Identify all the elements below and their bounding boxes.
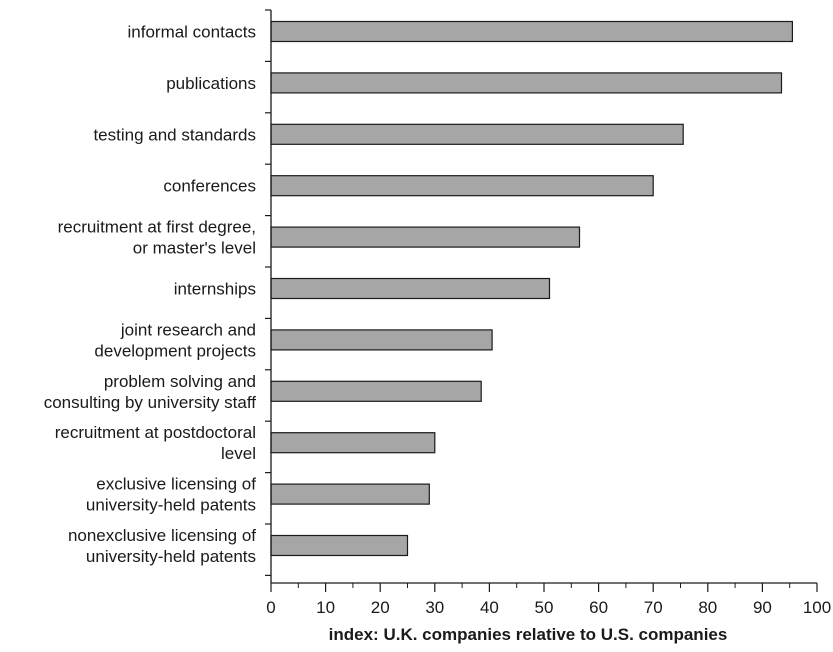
category-label-line: testing and standards (93, 125, 256, 144)
category-label-line: consulting by university staff (44, 393, 257, 412)
category-label-line: recruitment at first degree, (58, 218, 256, 237)
category-label: conferences (163, 177, 256, 196)
category-label: testing and standards (93, 125, 256, 144)
category-label-line: internships (174, 280, 256, 299)
x-axis: 0 10 20 30 40 50 60 70 80 90 100 (266, 582, 831, 617)
x-tick-label: 90 (753, 598, 772, 617)
bar (270, 483, 430, 505)
x-tick-label: 40 (480, 598, 499, 617)
category-label: internships (174, 280, 256, 299)
category-label: joint research and development projects (94, 320, 256, 360)
category-label: publications (166, 74, 256, 93)
bar (270, 534, 409, 557)
x-tick-label: 30 (425, 598, 444, 617)
category-label-line: problem solving and (104, 372, 256, 391)
category-label: recruitment at postdoctoral level (55, 423, 256, 463)
bar (270, 226, 581, 248)
x-axis-title: index: U.K. companies relative to U.S. c… (329, 625, 728, 644)
category-label: exclusive licensing of university-held pa… (86, 475, 256, 515)
bar (270, 175, 654, 197)
x-tick-label: 80 (698, 598, 717, 617)
bars-layer (270, 20, 794, 557)
x-tick-label: 20 (371, 598, 390, 617)
category-label-line: level (221, 444, 256, 463)
category-label-line: development projects (94, 341, 256, 360)
x-tick-label: 60 (589, 598, 608, 617)
category-label-line: publications (166, 74, 256, 93)
x-tick-label: 70 (644, 598, 663, 617)
x-tick-label: 10 (316, 598, 335, 617)
y-axis: informal contacts publications testing and… (44, 9, 272, 583)
bar (270, 72, 783, 94)
category-label-line: nonexclusive licensing of (68, 526, 256, 545)
category-label: recruitment at first degree, or master's … (58, 218, 256, 258)
bar (270, 20, 794, 43)
bar (270, 123, 684, 145)
bar (270, 329, 493, 351)
category-label-line: university-held patents (86, 547, 256, 566)
category-label-line: exclusive licensing of (96, 475, 256, 494)
category-label: problem solving and consulting by univers… (44, 372, 257, 412)
bar (270, 277, 551, 300)
bar (270, 432, 436, 454)
category-label-line: recruitment at postdoctoral (55, 423, 256, 442)
category-label-line: conferences (163, 177, 256, 196)
bar (270, 380, 482, 402)
category-label-line: or master's level (133, 239, 256, 258)
x-tick-label: 100 (803, 598, 831, 617)
category-label-line: informal contacts (128, 23, 257, 42)
category-label: informal contacts (128, 23, 257, 42)
category-label: nonexclusive licensing of university-held… (68, 526, 256, 566)
category-label-line: university-held patents (86, 496, 256, 515)
x-tick-label: 50 (535, 598, 554, 617)
category-label-line: joint research and (120, 320, 256, 339)
x-tick-label: 0 (266, 598, 275, 617)
